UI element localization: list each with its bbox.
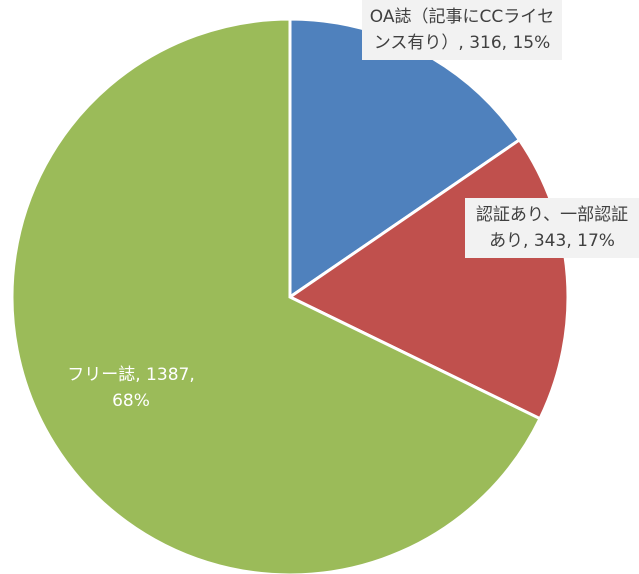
data-label: フリー誌, 1387, 68% [67,365,195,411]
data-label: 認証あり、一部認証あり, 343, 17% [465,198,639,258]
pie-slice [10,17,542,574]
data-label: OA誌（記事にCCライセンス有り）, 316, 15% [362,0,562,60]
